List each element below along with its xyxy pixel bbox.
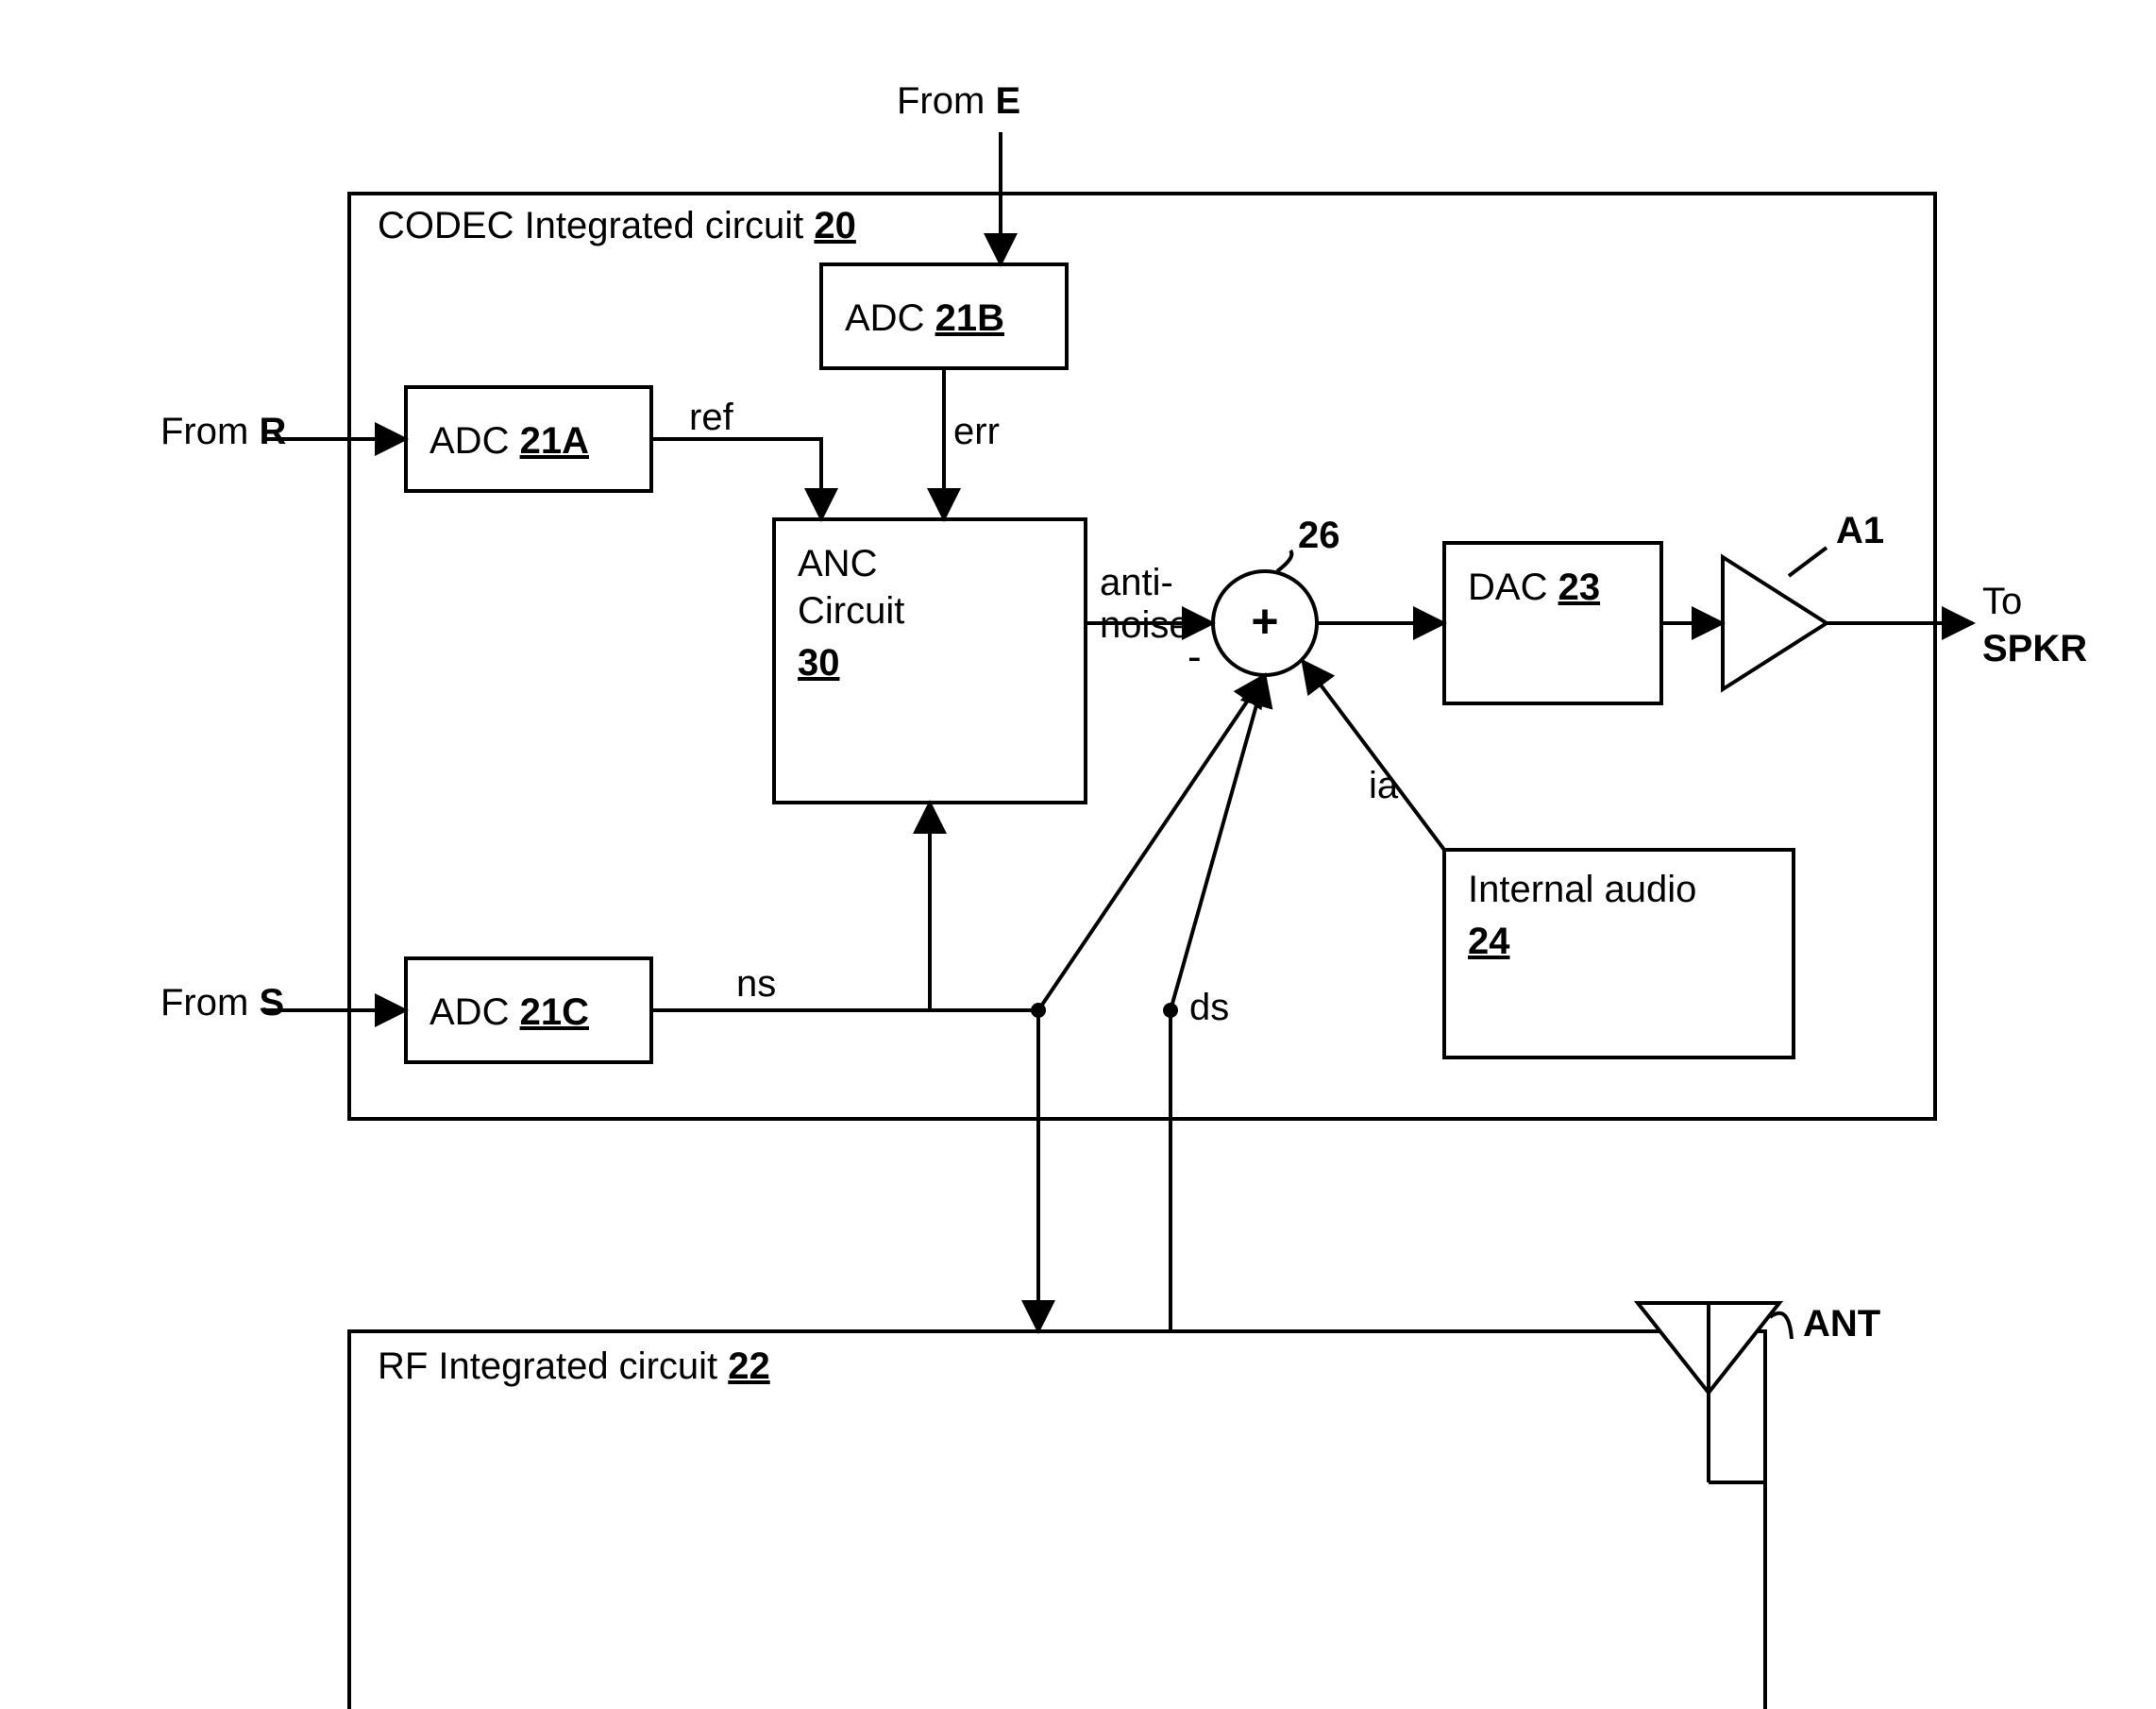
from-e-label: From E (897, 80, 1020, 122)
to-spkr-l1: To (1982, 581, 2022, 622)
ant-leader (1770, 1313, 1792, 1339)
internal-audio-l2: 24 (1468, 921, 1510, 962)
summing-ref-leader (1277, 550, 1291, 571)
from-s-label: From S (160, 982, 284, 1024)
anc-label-1: ANC (798, 543, 877, 584)
anc-label-3: 30 (798, 642, 840, 684)
codec-integrated-circuit-box (349, 194, 1935, 1119)
adc-21c-label: ADC 21C (430, 991, 589, 1033)
a1-leader (1789, 548, 1827, 576)
summing-plus: + (1251, 595, 1278, 648)
ia-wire (1303, 661, 1444, 850)
ref-wire (651, 439, 821, 519)
ds-to-summer-wire (1171, 675, 1265, 1010)
anti-noise-label-2: noise (1100, 604, 1190, 646)
anc-label-2: Circuit (798, 590, 904, 632)
codec-title: CODEC Integrated circuit 20 (378, 205, 856, 246)
amplifier-label: A1 (1836, 510, 1884, 551)
adc-21a-label: ADC 21A (430, 420, 589, 462)
ref-label: ref (689, 397, 734, 438)
antenna-label: ANT (1803, 1303, 1880, 1345)
rf-title: RF Integrated circuit 22 (378, 1345, 770, 1387)
rf-integrated-circuit-box (349, 1331, 1765, 1709)
from-r-label: From R (160, 411, 286, 452)
internal-audio-l1: Internal audio (1468, 869, 1696, 910)
ns-to-summer-wire (1038, 675, 1265, 1010)
dac-23-label: DAC 23 (1468, 567, 1600, 608)
to-spkr-l2: SPKR (1982, 628, 2087, 669)
summing-ref-26: 26 (1298, 515, 1340, 556)
ns-label: ns (736, 963, 776, 1005)
ia-label: ia (1369, 765, 1399, 806)
ds-label: ds (1189, 987, 1229, 1028)
amplifier-a1 (1723, 557, 1827, 689)
err-label: err (953, 411, 1000, 452)
anti-noise-label-1: anti- (1100, 562, 1173, 603)
adc-21b-label: ADC 21B (845, 297, 1004, 339)
